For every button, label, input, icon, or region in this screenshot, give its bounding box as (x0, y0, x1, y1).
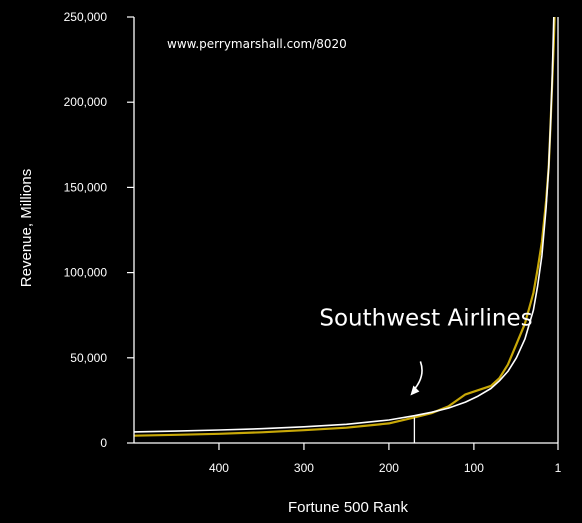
y-tick-label: 0 (100, 436, 107, 450)
x-tick-label: 200 (379, 461, 399, 475)
axes-layer: 0 50,000 100,000 150,000 200,000 250,000 400 30… (64, 10, 562, 475)
y-axis-title: Revenue, Millions (18, 169, 35, 287)
y-tick-label: 150,000 (64, 180, 108, 194)
x-axis-title: Fortune 500 Rank (288, 499, 409, 516)
series-layer (133, 16, 556, 437)
x-tick-label: 300 (294, 461, 314, 475)
y-tick-label: 200,000 (64, 95, 108, 109)
annotation-layer: Southwest Airlines (319, 305, 533, 443)
x-tick-label: 100 (464, 461, 484, 475)
watermark-url: www.perrymarshall.com/8020 (167, 37, 347, 51)
annotation-arrowhead (410, 385, 420, 396)
y-tick-label: 250,000 (64, 10, 108, 24)
y-tick-label: 100,000 (64, 266, 108, 280)
y-tick-label: 50,000 (70, 351, 107, 365)
annotation-label: Southwest Airlines (319, 305, 532, 331)
x-tick-label: 400 (209, 461, 229, 475)
series-line-fit (133, 16, 555, 433)
x-tick-label: 1 (555, 461, 562, 475)
